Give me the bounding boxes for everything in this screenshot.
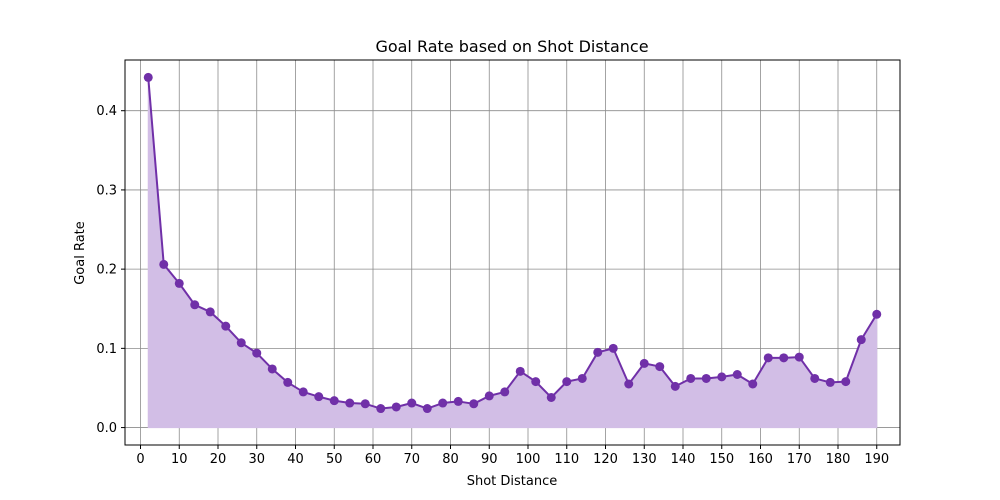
- data-point: [252, 348, 262, 358]
- data-point: [422, 404, 432, 414]
- data-point: [360, 399, 370, 409]
- x-tick-label: 130: [632, 452, 657, 467]
- x-tick-label: 100: [516, 452, 541, 467]
- data-point: [143, 72, 153, 82]
- x-tick-label: 80: [442, 452, 459, 467]
- y-tick-label: 0.2: [96, 263, 117, 278]
- data-point: [546, 392, 556, 402]
- data-point: [484, 391, 494, 401]
- x-tick-label: 180: [826, 452, 851, 467]
- data-point: [872, 309, 882, 319]
- x-tick-label: 30: [248, 452, 265, 467]
- x-axis-ticks: 0 10 20 30 40 50 60 70 80 90 100 110 120 130 140 150 160…: [136, 445, 889, 467]
- x-tick-label: 120: [593, 452, 618, 467]
- x-tick-label: 190: [864, 452, 889, 467]
- data-point: [190, 300, 200, 310]
- data-point: [593, 347, 603, 357]
- data-point: [159, 259, 169, 269]
- data-point: [732, 369, 742, 379]
- y-tick-label: 0.1: [96, 342, 117, 357]
- data-point: [717, 372, 727, 382]
- goal-rate-area: [147, 77, 878, 429]
- data-point: [221, 321, 231, 331]
- data-point: [748, 379, 758, 389]
- data-points: [143, 72, 882, 414]
- data-point: [407, 398, 417, 408]
- x-tick-label: 40: [287, 452, 304, 467]
- x-tick-label: 90: [481, 452, 498, 467]
- data-point: [314, 392, 324, 402]
- x-tick-label: 160: [748, 452, 773, 467]
- data-point: [779, 353, 789, 363]
- data-point: [453, 396, 463, 406]
- y-axis-ticks: 0.0 0.1 0.2 0.3 0.4: [96, 104, 125, 436]
- data-point: [577, 373, 587, 383]
- data-point: [624, 379, 634, 389]
- y-tick-label: 0.0: [96, 421, 117, 436]
- data-point: [794, 352, 804, 362]
- data-point: [763, 353, 773, 363]
- filled-area-layer: [147, 77, 878, 429]
- data-point: [515, 366, 525, 376]
- data-point: [686, 373, 696, 383]
- x-tick-label: 110: [554, 452, 579, 467]
- data-point: [810, 373, 820, 383]
- data-point: [825, 377, 835, 387]
- data-point: [655, 362, 665, 372]
- data-point: [298, 387, 308, 397]
- chart-title: Goal Rate based on Shot Distance: [375, 37, 648, 56]
- x-tick-label: 170: [787, 452, 812, 467]
- x-tick-label: 10: [171, 452, 188, 467]
- x-axis-label: Shot Distance: [467, 474, 558, 489]
- data-point: [236, 338, 246, 348]
- data-point: [701, 373, 711, 383]
- data-point: [376, 404, 386, 414]
- y-tick-label: 0.4: [96, 104, 117, 119]
- x-tick-label: 20: [210, 452, 227, 467]
- data-point: [174, 278, 184, 288]
- data-point: [841, 377, 851, 387]
- data-point: [639, 358, 649, 368]
- data-point: [267, 364, 277, 374]
- data-point: [856, 335, 866, 345]
- data-point: [345, 398, 355, 408]
- data-point: [562, 377, 572, 387]
- data-point: [438, 398, 448, 408]
- plot-frame: [124, 59, 901, 446]
- data-point: [608, 343, 618, 353]
- data-point: [205, 307, 215, 317]
- x-tick-label: 150: [709, 452, 734, 467]
- y-tick-label: 0.3: [96, 183, 117, 198]
- x-tick-label: 0: [136, 452, 144, 467]
- x-tick-label: 140: [671, 452, 696, 467]
- data-point: [391, 402, 401, 412]
- y-axis-label: Goal Rate: [73, 221, 88, 285]
- data-point: [329, 396, 339, 406]
- x-tick-label: 60: [365, 452, 382, 467]
- x-tick-label: 70: [403, 452, 420, 467]
- data-point: [531, 377, 541, 387]
- data-point: [469, 399, 479, 409]
- x-tick-label: 50: [326, 452, 343, 467]
- data-point: [283, 377, 293, 387]
- data-point: [500, 387, 510, 397]
- data-point: [670, 381, 680, 391]
